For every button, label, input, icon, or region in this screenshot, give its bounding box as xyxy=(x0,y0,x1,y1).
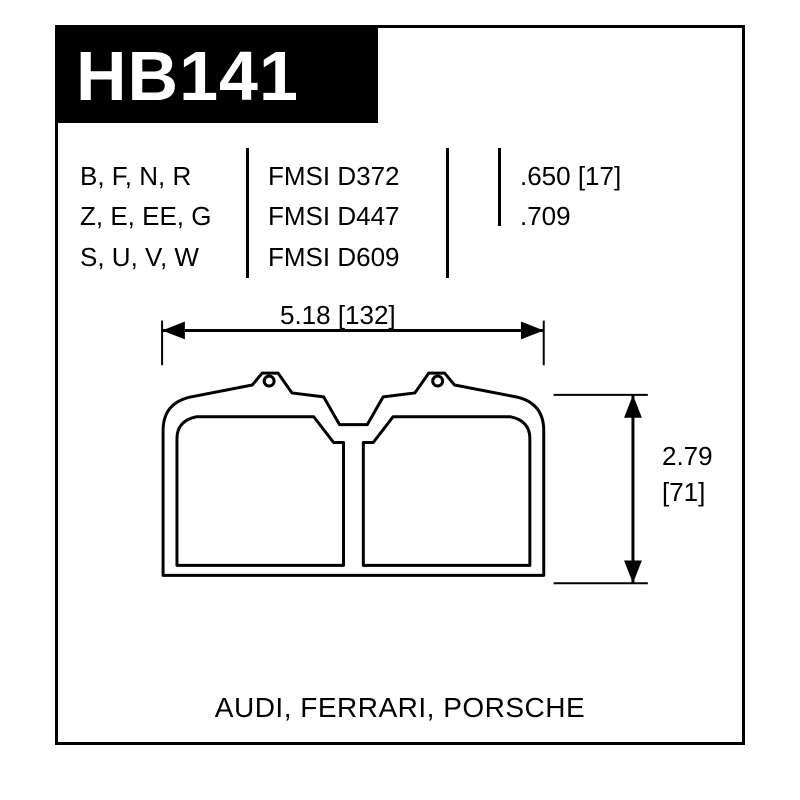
height-dimension xyxy=(554,395,648,583)
width-label: 5.18 [132] xyxy=(280,300,396,331)
height-mm: [71] xyxy=(662,474,713,510)
applications: AUDI, FERRARI, PORSCHE xyxy=(58,692,742,724)
height-inches: 2.79 xyxy=(662,438,713,474)
technical-drawing xyxy=(58,28,742,742)
height-label: 2.79 [71] xyxy=(662,438,713,511)
brake-pad-outline xyxy=(163,373,544,575)
diagram-frame: HB141 B, F, N, R Z, E, EE, G S, U, V, W … xyxy=(55,25,745,745)
